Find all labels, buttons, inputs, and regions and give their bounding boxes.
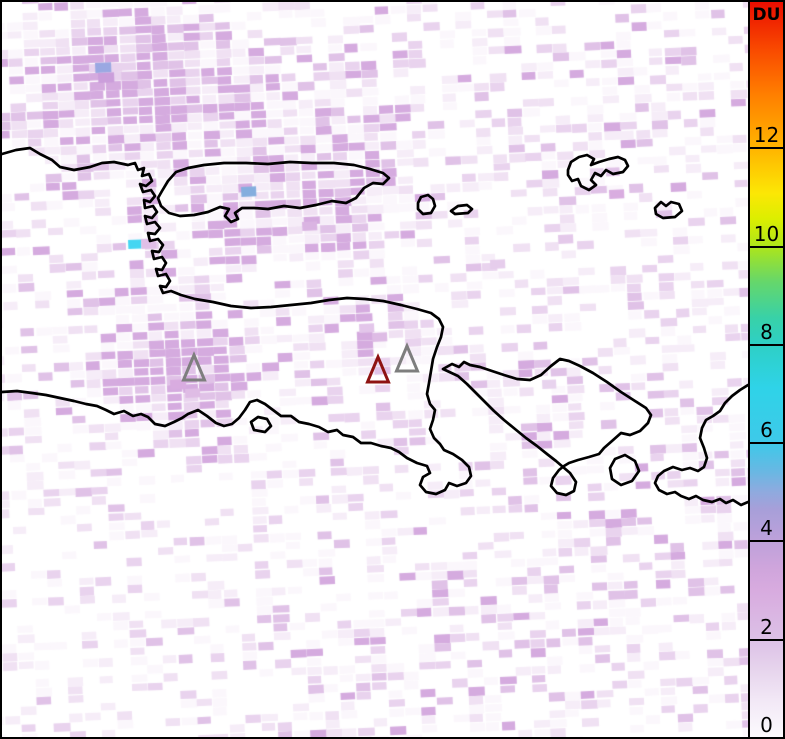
data-mosaic-layer xyxy=(2,2,748,737)
island-east-madura-1 xyxy=(416,193,437,216)
colorbar-tick-label: 10 xyxy=(753,222,780,246)
volcano-marker-gray-east xyxy=(394,342,420,373)
colorbar-gradient xyxy=(750,2,783,737)
coastline-bali xyxy=(441,357,653,497)
volcano-marker-red xyxy=(365,353,391,384)
map-area xyxy=(0,0,748,739)
coastlines-layer xyxy=(2,146,748,507)
colorbar-units-label: DU xyxy=(752,5,781,25)
colorbar-tick-label: 4 xyxy=(760,516,773,540)
coastline-lombok xyxy=(653,383,748,507)
colorbar-tick-line xyxy=(750,639,783,641)
colorbar-tick-line xyxy=(750,442,783,444)
colorbar-tick-label: 0 xyxy=(760,713,773,737)
colorbar: 12 10 8 6 4 2 0 DU xyxy=(748,0,785,739)
colorbar-tick-label: 6 xyxy=(760,418,773,442)
island-south-java xyxy=(249,415,273,434)
colorbar-tick-line xyxy=(750,246,783,248)
colorbar-tick-label: 8 xyxy=(760,320,773,344)
colorbar-tick-line xyxy=(750,344,783,346)
island-northeast xyxy=(653,200,684,220)
colorbar-tick-line xyxy=(750,540,783,542)
island-east-madura-2 xyxy=(449,203,474,216)
coastline-madura xyxy=(156,160,391,224)
colorbar-tick-line xyxy=(750,147,783,149)
island-nusa-penida xyxy=(608,453,641,487)
island-kangean xyxy=(566,153,630,192)
coastline-java xyxy=(2,146,473,496)
colorbar-tick-label: 12 xyxy=(753,123,780,147)
volcano-markers-layer xyxy=(181,342,420,384)
volcano-marker-gray-west xyxy=(181,351,207,382)
colorbar-tick-label: 2 xyxy=(760,615,773,639)
